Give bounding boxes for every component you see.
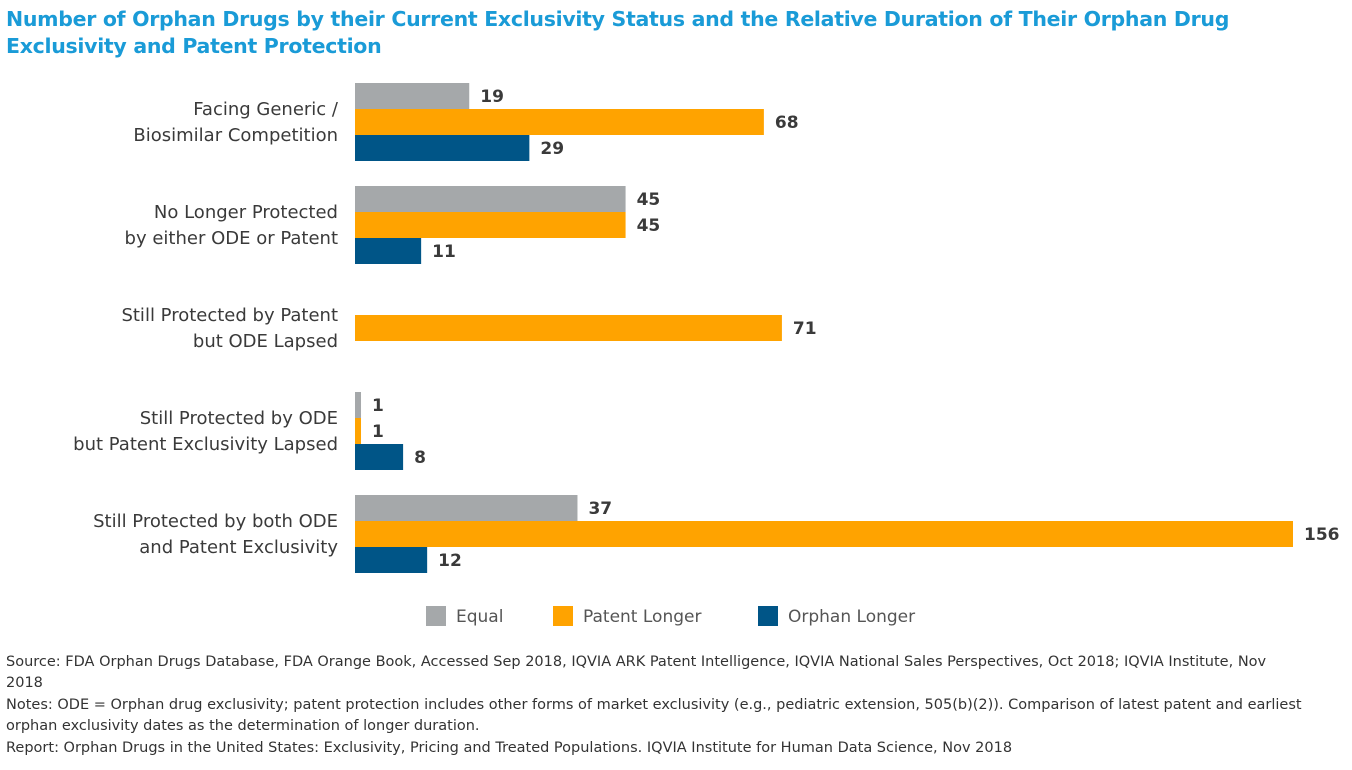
legend-label: Equal — [456, 607, 503, 627]
legend-item: Orphan Longer — [758, 606, 915, 627]
bar-orphan-longer — [355, 238, 422, 264]
data-label: 12 — [438, 551, 462, 571]
source-note: Source: FDA Orphan Drugs Database, FDA O… — [6, 654, 1267, 691]
data-label: 71 — [793, 319, 817, 339]
bar-patent-longer — [355, 212, 626, 238]
report-note: Report: Orphan Drugs in the United State… — [6, 740, 1013, 756]
legend-label: Patent Longer — [583, 607, 701, 627]
bar-patent-longer — [355, 315, 782, 341]
category-label: Still Protected by both ODE and Patent Ex… — [93, 511, 338, 558]
category-group: Still Protected by ODE but Patent Exclusi… — [73, 392, 426, 470]
category-label-line: Biosimilar Competition — [133, 125, 338, 146]
data-label: 156 — [1304, 525, 1340, 545]
category-label: Facing Generic / Biosimilar Competition — [133, 99, 339, 146]
category-label-line: but ODE Lapsed — [193, 331, 338, 352]
category-group: No Longer Protected by either ODE or Pate… — [125, 186, 661, 264]
category-label-line: No Longer Protected — [154, 202, 338, 223]
legend-item: Equal — [426, 606, 503, 627]
notes-note: Notes: ODE = Orphan drug exclusivity; pa… — [6, 697, 1302, 734]
bar-equal — [355, 392, 362, 418]
data-label: 11 — [432, 242, 456, 262]
bar-patent-longer — [355, 418, 362, 444]
legend-swatch — [758, 606, 778, 626]
bar-orphan-longer — [355, 547, 428, 573]
bar-patent-longer — [355, 521, 1293, 547]
data-label: 8 — [414, 448, 426, 468]
bar-orphan-longer — [355, 135, 530, 161]
category-label: Still Protected by ODE but Patent Exclusi… — [73, 408, 338, 455]
category-label-line: Still Protected by both ODE — [93, 511, 338, 532]
legend-swatch — [553, 606, 573, 626]
category-group: Still Protected by both ODE and Patent Ex… — [93, 495, 1340, 573]
category-label-line: by either ODE or Patent — [125, 228, 338, 249]
category-label-line: Still Protected by ODE — [140, 408, 338, 429]
legend: Equal Patent Longer Orphan Longer — [426, 606, 915, 627]
bar-orphan-longer — [355, 444, 404, 470]
data-label: 37 — [588, 499, 612, 519]
category-label-line: but Patent Exclusivity Lapsed — [73, 434, 338, 455]
category-group: Facing Generic / Biosimilar Competition 19… — [133, 83, 799, 161]
data-label: 29 — [540, 139, 564, 159]
legend-item: Patent Longer — [553, 606, 701, 627]
category-label-line: Still Protected by Patent — [121, 305, 338, 326]
category-label-line: Facing Generic / — [193, 99, 339, 120]
legend-label: Orphan Longer — [788, 607, 915, 627]
chart-title: Number of Orphan Drugs by their Current … — [6, 7, 1230, 58]
category-label: Still Protected by Patent but ODE Lapsed — [121, 305, 338, 352]
category-label: No Longer Protected by either ODE or Pate… — [125, 202, 338, 249]
footnotes: Source: FDA Orphan Drugs Database, FDA O… — [6, 652, 1306, 760]
bar-equal — [355, 495, 578, 521]
category-label-line: and Patent Exclusivity — [139, 537, 338, 558]
bar-patent-longer — [355, 109, 764, 135]
data-label: 45 — [637, 190, 661, 210]
legend-swatch — [426, 606, 446, 626]
data-label: 45 — [637, 216, 661, 236]
bar-equal — [355, 186, 626, 212]
data-label: 68 — [775, 113, 799, 133]
data-label: 1 — [372, 396, 384, 416]
data-label: 1 — [372, 422, 384, 442]
bar-equal — [355, 83, 470, 109]
category-group: Still Protected by Patent but ODE Lapsed 7… — [121, 305, 816, 352]
bar-chart: Facing Generic / Biosimilar Competition 19… — [73, 83, 1340, 627]
data-label: 19 — [480, 87, 504, 107]
